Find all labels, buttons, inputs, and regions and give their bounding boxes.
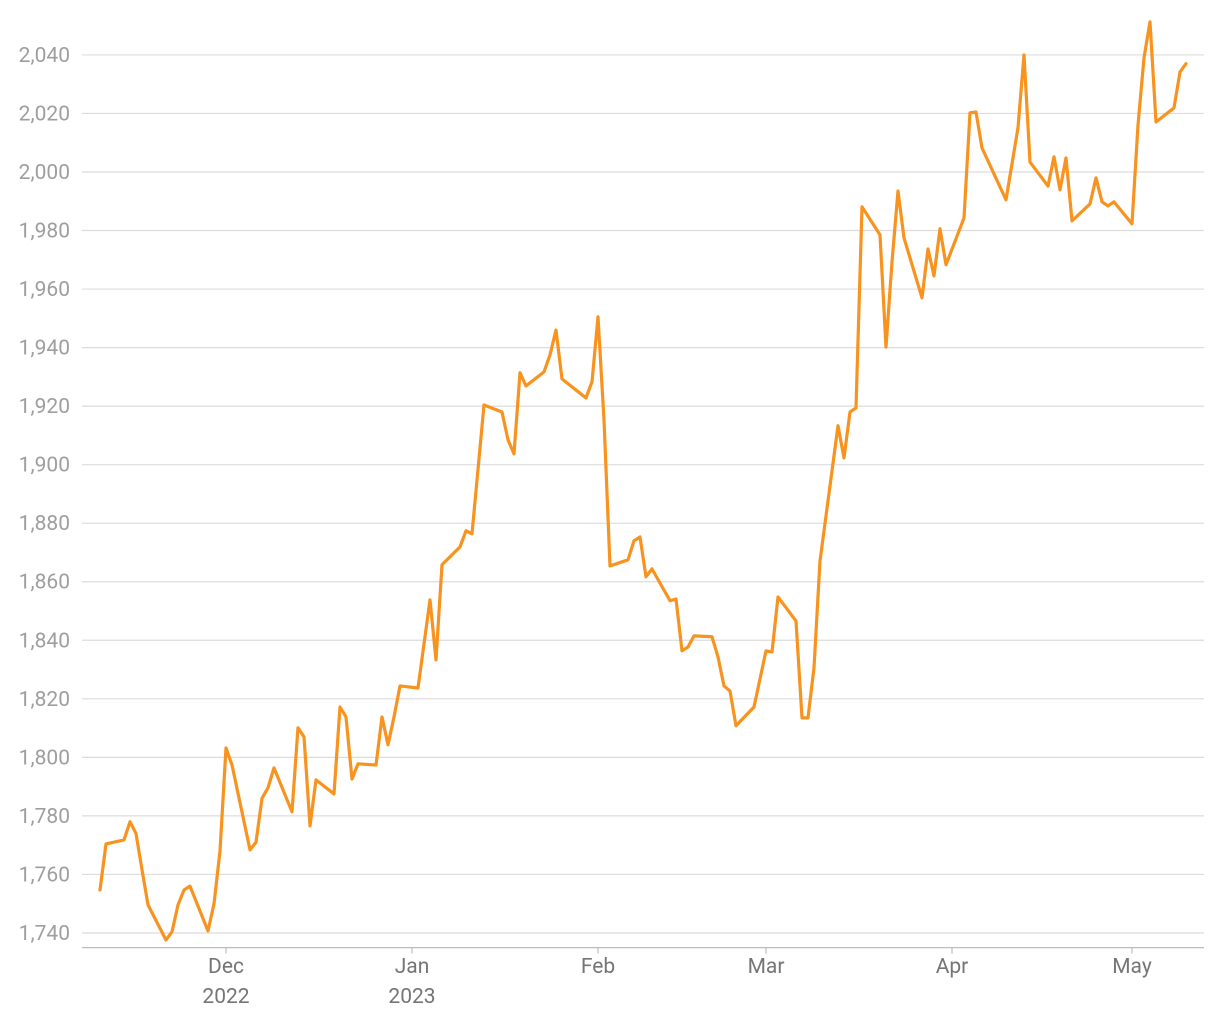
y-tick-label: 1,940 <box>19 337 70 361</box>
y-tick-label: 1,820 <box>19 688 70 712</box>
y-tick-label: 2,040 <box>19 44 70 68</box>
y-tick-label: 1,780 <box>19 805 70 829</box>
y-tick-label: 2,000 <box>19 161 70 185</box>
price-line <box>98 20 1188 942</box>
x-tick-label: Jan 2023 <box>388 955 435 1009</box>
y-tick-label: 1,880 <box>19 512 70 536</box>
x-tick-label: May <box>1112 955 1152 979</box>
x-tick-label: Mar <box>748 955 785 979</box>
y-tick-label: 1,960 <box>19 278 70 302</box>
y-tick-label: 1,800 <box>19 746 70 770</box>
y-tick-label: 1,740 <box>19 922 70 946</box>
x-tick-label: Feb <box>581 955 615 979</box>
y-tick-label: 1,840 <box>19 629 70 653</box>
y-tick-label: 2,020 <box>19 102 70 126</box>
x-tick-label: Apr <box>936 955 969 979</box>
y-tick-label: 1,900 <box>19 454 70 478</box>
x-tick-label: Dec 2022 <box>202 955 249 1009</box>
y-tick-label: 1,980 <box>19 220 70 244</box>
y-tick-label: 1,760 <box>19 863 70 887</box>
y-tick-label: 1,860 <box>19 571 70 595</box>
y-tick-label: 1,920 <box>19 395 70 419</box>
